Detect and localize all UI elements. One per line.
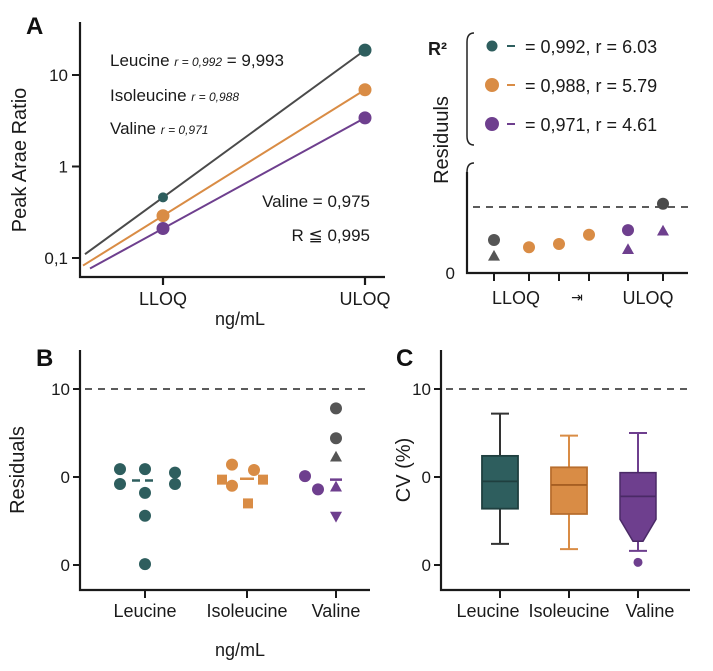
- residual-point-valine: [299, 470, 311, 483]
- residual-point-isoleucine: [217, 474, 227, 485]
- legend-text: = 0,992, r = 6.03: [525, 37, 657, 57]
- annotation-isoleucine: Isoleucine r = 0,988: [110, 86, 239, 105]
- residual-point-valine: [312, 483, 324, 496]
- residual-point-leucine: [114, 463, 126, 476]
- x-tick-label: Valine: [626, 601, 675, 621]
- data-point-leucine: [158, 192, 168, 203]
- residual-point: [488, 234, 500, 246]
- y-tick-label: 10: [49, 66, 68, 85]
- residual-point-leucine: [139, 486, 151, 499]
- residual-point-isoleucine: [258, 474, 268, 485]
- series-line-valine: [89, 116, 366, 270]
- residual-point-leucine: [114, 478, 126, 491]
- arrow-icon: ⇥: [571, 289, 583, 305]
- x-label-lloq: LLOQ: [492, 288, 540, 308]
- annotation-leucine: Leucine r = 0,992 = 9,993: [110, 51, 284, 70]
- residual-point-isoleucine: [226, 458, 238, 471]
- residual-point-valine: [330, 432, 342, 445]
- legend-marker: [485, 78, 499, 92]
- y-tick-label: 0,1: [44, 249, 68, 268]
- residual-point-leucine: [169, 466, 181, 479]
- residual-point: [553, 237, 565, 250]
- residual-point: [622, 224, 634, 237]
- data-point-valine: [358, 111, 372, 125]
- legend-brace: [466, 32, 475, 146]
- x-tick-label: Leucine: [113, 601, 176, 621]
- y-tick-label: 0: [422, 468, 431, 487]
- residual-point-isoleucine: [248, 463, 260, 476]
- legend-marker: [485, 117, 499, 131]
- x-axis-label: ng/mL: [215, 640, 265, 660]
- legend-marker: [486, 40, 498, 52]
- y-axis-label: CV (%): [393, 438, 415, 502]
- residual-point: [523, 241, 535, 254]
- y-tick-label: 10: [51, 380, 70, 399]
- data-point-isoleucine: [156, 209, 170, 223]
- panel-label-a: A: [26, 13, 43, 40]
- legend-text: = 0,988, r = 5.79: [525, 76, 657, 96]
- box: [550, 466, 588, 515]
- axis-brace: [466, 162, 475, 173]
- residual-point-valine: [330, 402, 342, 415]
- y-tick-label: 10: [412, 380, 431, 399]
- data-point-valine: [156, 222, 170, 236]
- residual-point: [657, 197, 669, 210]
- panel-a: A 10 1 0,1 LLOQ ULOQ ng/mL Peak Arae Ratio…: [9, 13, 391, 329]
- residual-point-leucine: [139, 558, 151, 571]
- residual-point-valine: [330, 511, 342, 523]
- y-axis-label: Peak Arae Ratio: [9, 88, 31, 233]
- y-tick-label: 0: [61, 556, 70, 575]
- y-tick-label: 0: [422, 556, 431, 575]
- residual-point-isoleucine: [243, 498, 253, 509]
- r2-label: R²: [428, 39, 447, 59]
- data-point-leucine: [358, 43, 372, 57]
- residual-point: [583, 228, 595, 241]
- panel-label-b: B: [36, 345, 53, 372]
- residual-point-leucine: [169, 478, 181, 491]
- x-tick-label: LLOQ: [139, 289, 187, 309]
- y-tick-label: 1: [59, 158, 68, 177]
- x-tick-label: Isoleucine: [528, 601, 609, 621]
- panel-a-axes: [78, 22, 385, 279]
- data-point-isoleucine: [358, 83, 372, 97]
- residual-point: [657, 224, 669, 236]
- residual-point-leucine: [139, 463, 151, 476]
- y-tick-label: 0: [61, 468, 70, 487]
- x-tick-label: Valine: [312, 601, 361, 621]
- y-axis-label: Residuuls: [431, 96, 453, 184]
- y-tick-label: 0: [446, 264, 455, 283]
- outlier-point: [633, 557, 643, 567]
- legend-text: = 0,971, r = 4.61: [525, 115, 657, 135]
- x-tick-label: Isoleucine: [206, 601, 287, 621]
- panel-a-residuals: R² = 0,992, r = 6.03 = 0,988, r = 5.79 = 0…: [428, 32, 688, 308]
- series-line-isoleucine: [82, 88, 366, 267]
- annotation-valine: Valine r = 0,971: [110, 119, 208, 138]
- annotation-valine-eq: Valine = 0,975: [262, 192, 370, 211]
- x-label-uloq: ULOQ: [622, 288, 673, 308]
- residual-point: [622, 243, 634, 255]
- annotation-r-eq: R ≦ 0,995: [291, 226, 370, 245]
- panel-b-axes: [78, 350, 370, 592]
- residual-point-valine: [330, 450, 342, 462]
- x-tick-label: ULOQ: [339, 289, 390, 309]
- panel-label-c: C: [396, 345, 413, 372]
- box: [619, 471, 657, 542]
- residual-point-valine: [330, 480, 342, 492]
- series-line-leucine: [84, 49, 366, 256]
- x-tick-label: Leucine: [456, 601, 519, 621]
- residual-axes: [465, 172, 688, 275]
- y-axis-label: Residuals: [7, 426, 29, 514]
- residual-point-leucine: [139, 509, 151, 522]
- residual-point: [488, 249, 500, 261]
- panel-c: C 10 0 0 Leucine Isoleucine Valine CV (%): [393, 345, 690, 621]
- x-axis-label: ng/mL: [215, 309, 265, 329]
- panel-b: B 10 0 0 Leucine Isoleucine Valine Residuals…: [7, 345, 370, 660]
- panel-c-axes: [439, 350, 690, 592]
- residual-point-isoleucine: [226, 479, 238, 492]
